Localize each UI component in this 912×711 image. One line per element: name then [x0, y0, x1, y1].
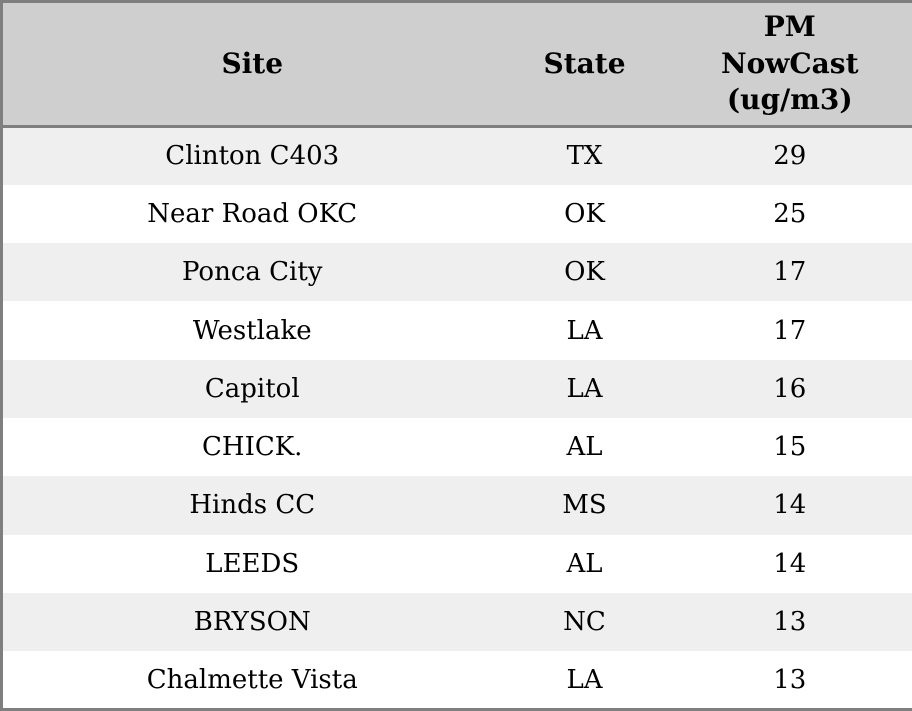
cell-state: LA [566, 315, 603, 346]
column-header-pm-nowcast-label: PM NowCast (ug/m3) [721, 10, 859, 117]
table-row: BRYSON NC 13 [1, 592, 912, 652]
column-header-state-label: State [543, 46, 626, 80]
cell-pm-nowcast: 29 [773, 141, 807, 172]
table-row: Clinton C403 TX 29 [1, 126, 912, 185]
cell-pm-nowcast: 14 [773, 490, 807, 521]
table-header: Site State PM NowCast (ug/m3) [1, 1, 912, 128]
cell-site: CHICK. [202, 432, 303, 463]
cell-state: TX [566, 141, 603, 172]
cell-state: NC [563, 607, 606, 638]
table-body: Clinton C403 TX 29 Near Road OKC OK 25 Ponca C… [1, 126, 912, 710]
cell-pm-nowcast: 16 [773, 373, 807, 404]
table-row: Hinds CC MS 14 [1, 476, 912, 535]
cell-site: LEEDS [205, 548, 300, 579]
cell-site: Westlake [192, 315, 312, 346]
cell-site: BRYSON [193, 607, 311, 638]
cell-state: MS [562, 490, 607, 521]
cell-state: AL [566, 432, 603, 463]
cell-pm-nowcast: 15 [773, 432, 807, 463]
cell-site: Chalmette Vista [146, 664, 358, 695]
table-row: Near Road OKC OK 25 [1, 184, 912, 244]
column-header-site-label: Site [221, 46, 284, 80]
cell-site: Clinton C403 [165, 141, 340, 172]
cell-pm-nowcast: 13 [773, 664, 807, 695]
cell-pm-nowcast: 14 [773, 548, 807, 579]
header-row: Site State PM NowCast (ug/m3) [1, 1, 912, 128]
cell-pm-nowcast: 17 [773, 315, 807, 346]
cell-pm-nowcast: 13 [773, 607, 807, 638]
cell-state: AL [566, 548, 603, 579]
cell-site: Hinds CC [189, 490, 316, 521]
column-header-site: Site [1, 1, 502, 128]
table-row: LEEDS AL 14 [1, 534, 912, 593]
table-row: CHICK. AL 15 [1, 417, 912, 477]
cell-state: LA [566, 664, 603, 695]
cell-state: OK [564, 257, 605, 288]
cell-pm-nowcast: 25 [773, 198, 807, 229]
cell-site: Capitol [204, 373, 300, 404]
table-row: Chalmette Vista LA 13 [1, 651, 912, 710]
column-header-state: State [501, 1, 668, 128]
cell-site: Near Road OKC [147, 198, 358, 229]
table-row: Capitol LA 16 [1, 359, 912, 418]
table-row: Westlake LA 17 [1, 301, 912, 360]
cell-state: LA [566, 373, 603, 404]
cell-pm-nowcast: 17 [773, 257, 807, 288]
cell-state: OK [564, 198, 605, 229]
column-header-pm-nowcast: PM NowCast (ug/m3) [667, 1, 912, 128]
cell-site: Ponca City [181, 257, 323, 288]
table-row: Ponca City OK 17 [1, 243, 912, 302]
